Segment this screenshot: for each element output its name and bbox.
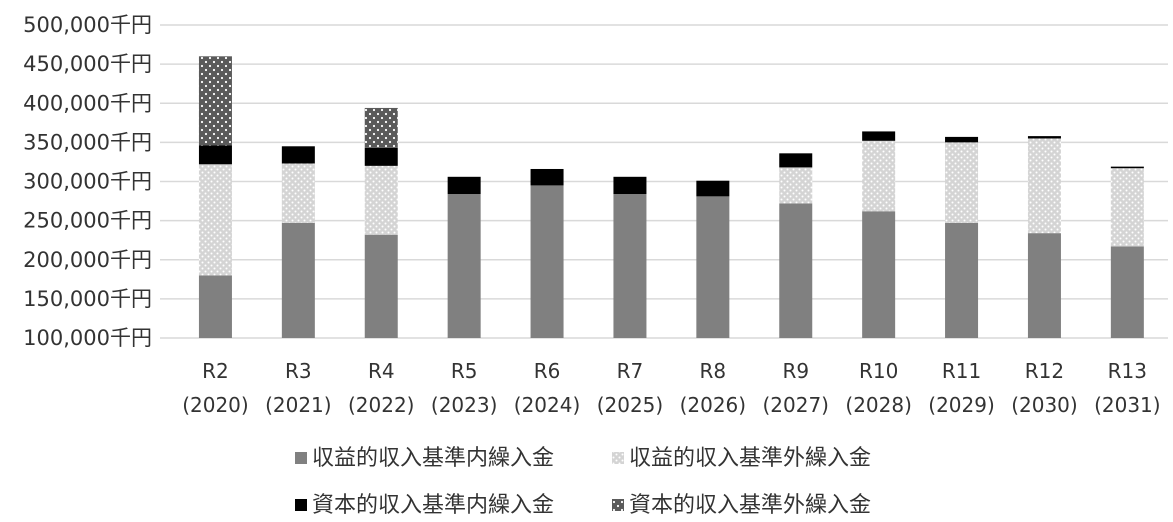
bar-segment-series-3 (696, 180, 730, 197)
bar-segment-series-1 (364, 234, 398, 338)
legend-label: 資本的収入基準内繰入金 (312, 493, 554, 518)
x-category-sublabel: (2024) (514, 393, 581, 417)
x-category-sublabel: (2022) (348, 393, 415, 417)
x-category-label: R12 (1025, 359, 1064, 383)
y-tick-label: 200,000千円 (23, 248, 152, 272)
y-tick-label: 500,000千円 (23, 13, 152, 37)
bar-segment-series-2 (779, 167, 813, 204)
x-category-label: R4 (368, 359, 395, 383)
bar-segment-series-1 (530, 185, 564, 338)
bar-segment-series-2 (198, 164, 232, 276)
x-category-sublabel: (2026) (680, 393, 747, 417)
legend-swatch (295, 499, 307, 511)
bar-segment-series-3 (1027, 136, 1061, 139)
gridlines (160, 24, 1168, 339)
x-category-sublabel: (2025) (597, 393, 664, 417)
bar-segment-series-3 (447, 176, 481, 195)
legend-swatch (295, 452, 307, 464)
bar-segment-series-4 (198, 56, 232, 146)
y-tick-label: 450,000千円 (23, 52, 152, 76)
bar-segment-series-2 (945, 142, 979, 223)
bar-segment-series-3 (364, 147, 398, 166)
bar-segment-series-1 (613, 194, 647, 338)
x-category-sublabel: (2023) (431, 393, 498, 417)
bar-segment-series-3 (945, 136, 979, 143)
x-category-label: R11 (942, 359, 981, 383)
bar-segment-series-2 (281, 163, 315, 223)
bar-segment-series-1 (945, 222, 979, 338)
y-tick-label: 100,000千円 (23, 326, 152, 350)
y-axis-tick-labels: 100,000千円 150,000千円 200,000千円 250,000千円 300,… (23, 13, 152, 350)
bar-segment-series-2 (364, 165, 398, 235)
x-category-sublabel: (2028) (845, 393, 912, 417)
x-category-label: R8 (700, 359, 727, 383)
legend-label: 収益的収入基準内繰入金 (312, 446, 554, 471)
x-category-label: R10 (859, 359, 898, 383)
bar-segment-series-3 (530, 168, 564, 186)
bar-segment-series-3 (198, 145, 232, 165)
bar-segment-series-2 (862, 140, 896, 212)
bar-segment-series-2 (1027, 138, 1061, 234)
x-category-label: R6 (534, 359, 561, 383)
bar-segment-series-3 (862, 131, 896, 141)
x-axis-category-labels: R2 (2020) R3 (2021) R4 (2022) R5 (2023) R6 (2024)… (182, 359, 1160, 417)
y-tick-label: 250,000千円 (23, 209, 152, 233)
x-category-sublabel: (2021) (265, 393, 332, 417)
bar-segment-series-1 (1027, 233, 1061, 338)
x-category-sublabel: (2030) (1011, 393, 1078, 417)
bar-segment-series-1 (281, 222, 315, 338)
y-tick-label: 400,000千円 (23, 91, 152, 115)
bar-segment-series-2 (1110, 168, 1144, 247)
x-category-label: R3 (285, 359, 312, 383)
x-category-label: R9 (782, 359, 809, 383)
y-tick-label: 350,000千円 (23, 130, 152, 154)
bar-segment-series-4 (364, 107, 398, 148)
x-category-sublabel: (2031) (1094, 393, 1161, 417)
legend-swatch (612, 452, 624, 464)
x-category-label: R13 (1108, 359, 1147, 383)
bars (198, 56, 1144, 338)
bar-segment-series-1 (779, 203, 813, 338)
bar-segment-series-1 (447, 194, 481, 338)
x-category-label: R7 (617, 359, 644, 383)
legend-label: 資本的収入基準外繰入金 (629, 493, 871, 518)
legend-label: 収益的収入基準外繰入金 (629, 446, 871, 471)
y-tick-label: 150,000千円 (23, 287, 152, 311)
y-tick-label: 300,000千円 (23, 170, 152, 194)
x-category-sublabel: (2029) (928, 393, 995, 417)
bar-segment-series-3 (613, 176, 647, 195)
bar-segment-series-1 (696, 196, 730, 338)
x-category-sublabel: (2027) (762, 393, 829, 417)
bar-segment-series-3 (779, 153, 813, 168)
bar-segment-series-3 (1110, 166, 1144, 169)
x-category-label: R5 (451, 359, 478, 383)
bar-segment-series-1 (862, 211, 896, 338)
bar-segment-series-1 (198, 275, 232, 338)
bar-segment-series-3 (281, 146, 315, 164)
bar-segment-series-1 (1110, 246, 1144, 338)
x-category-sublabel: (2020) (182, 393, 249, 417)
legend-swatch (612, 499, 624, 511)
x-category-label: R2 (202, 359, 229, 383)
